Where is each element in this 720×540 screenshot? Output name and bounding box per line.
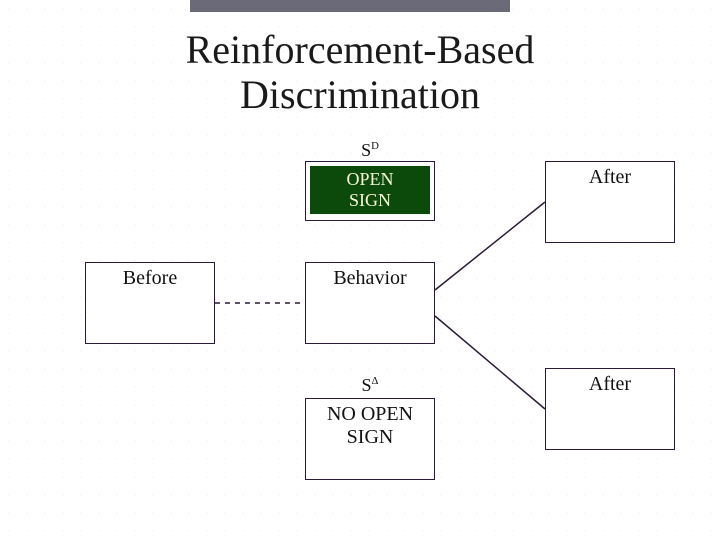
corner-tick <box>545 440 555 450</box>
open-sign-inner: OPENSIGN <box>310 166 430 214</box>
sdelta-base: S <box>362 375 372 395</box>
before-text: Before <box>123 267 177 290</box>
corner-tick <box>305 334 315 344</box>
open-sign-text: OPENSIGN <box>346 169 393 210</box>
corner-tick <box>545 233 555 243</box>
corner-tick <box>85 334 95 344</box>
sd-label: SD <box>350 140 390 161</box>
sd-sup: D <box>371 140 379 152</box>
after-top-box: After <box>545 161 675 243</box>
sdelta-label: SΔ <box>350 375 390 396</box>
no-open-sign-box: NO OPENSIGN <box>305 398 435 480</box>
line-behavior-to-after-bottom <box>435 316 545 409</box>
after-bottom-box: After <box>545 368 675 450</box>
after-top-text: After <box>589 166 631 189</box>
sd-base: S <box>361 140 371 160</box>
after-bottom-text: After <box>589 373 631 396</box>
sdelta-sup: Δ <box>372 375 379 387</box>
no-open-sign-text: NO OPENSIGN <box>327 403 413 449</box>
behavior-box: Behavior <box>305 262 435 344</box>
diagram-canvas: SD SΔ Before OPENSIGN Behavior NO OPENSI… <box>0 0 720 540</box>
behavior-text: Behavior <box>333 267 406 290</box>
line-behavior-to-after-top <box>435 202 545 290</box>
before-box: Before <box>85 262 215 344</box>
